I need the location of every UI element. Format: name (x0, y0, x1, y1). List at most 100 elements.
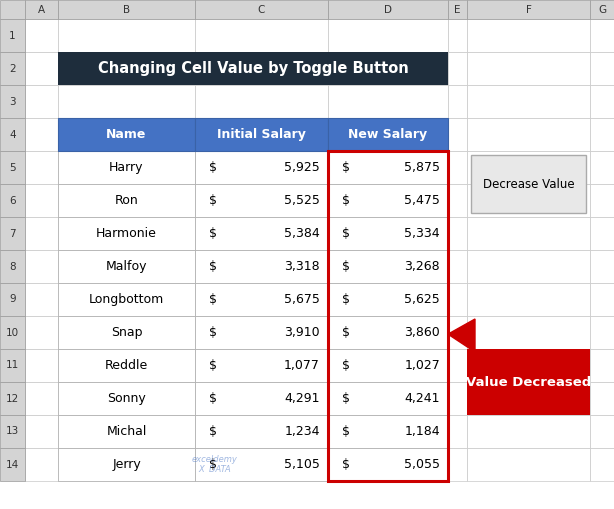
Text: $: $ (342, 458, 350, 471)
Bar (0, 316, 25, 349)
Text: 3,860: 3,860 (404, 326, 440, 339)
Bar (195, 52, 328, 85)
Text: Name: Name (106, 128, 147, 141)
Bar (467, 448, 590, 481)
Bar (0, 217, 25, 250)
Bar (328, 217, 448, 250)
Bar (25, 184, 58, 217)
Bar (471, 155, 586, 213)
Bar (25, 19, 58, 52)
Text: $: $ (342, 326, 350, 339)
Bar (0, 448, 25, 481)
Bar (448, 118, 467, 151)
Bar (58, 52, 448, 85)
Bar (448, 415, 467, 448)
Bar (58, 415, 195, 448)
Bar (467, 349, 590, 415)
Bar (590, 184, 614, 217)
Bar (328, 151, 448, 481)
Text: $: $ (342, 425, 350, 438)
Text: Snap: Snap (111, 326, 142, 339)
Bar (25, 316, 58, 349)
Bar (328, 382, 448, 415)
Bar (467, 283, 590, 316)
Bar (590, 118, 614, 151)
Bar (467, 250, 590, 283)
Bar (0, 118, 25, 151)
Bar (328, 382, 448, 415)
Bar (467, 85, 590, 118)
Bar (58, 184, 195, 217)
Text: 5,384: 5,384 (284, 227, 320, 240)
Bar (25, 85, 58, 118)
Bar (58, 52, 195, 85)
Text: C: C (258, 5, 265, 14)
Text: $: $ (342, 227, 350, 240)
Text: 5,675: 5,675 (284, 293, 320, 306)
Text: $: $ (209, 260, 217, 273)
Text: 5: 5 (9, 162, 16, 173)
Text: exceldemy
X  DATA: exceldemy X DATA (192, 455, 238, 474)
Bar (195, 118, 328, 151)
Bar (195, 448, 328, 481)
Bar (590, 448, 614, 481)
Bar (25, 382, 58, 415)
Bar (58, 118, 195, 151)
Bar (58, 85, 195, 118)
Bar (590, 52, 614, 85)
Text: $: $ (342, 392, 350, 405)
Bar (448, 316, 467, 349)
Bar (58, 250, 195, 283)
Bar (590, 250, 614, 283)
Bar (58, 283, 195, 316)
Bar (328, 448, 448, 481)
Bar (58, 382, 195, 415)
Bar (195, 415, 328, 448)
Text: Changing Cell Value by Toggle Button: Changing Cell Value by Toggle Button (98, 61, 408, 76)
Text: 1,027: 1,027 (404, 359, 440, 372)
Bar (0, 283, 25, 316)
Bar (590, 316, 614, 349)
Bar (195, 382, 328, 415)
Bar (195, 250, 328, 283)
Bar (195, 217, 328, 250)
Bar (0, 382, 25, 415)
Bar (195, 316, 328, 349)
Bar (328, 283, 448, 316)
Bar (58, 151, 195, 184)
Bar (58, 415, 195, 448)
Bar (195, 250, 328, 283)
Text: Harry: Harry (109, 161, 144, 174)
Text: 10: 10 (6, 327, 19, 337)
Bar (328, 151, 448, 184)
Text: 5,875: 5,875 (404, 161, 440, 174)
Text: $: $ (342, 359, 350, 372)
Bar (448, 52, 467, 85)
Bar (328, 448, 448, 481)
Bar (58, 217, 195, 250)
Bar (25, 151, 58, 184)
Bar (58, 118, 195, 151)
Bar (25, 283, 58, 316)
Bar (195, 184, 328, 217)
Bar (58, 217, 195, 250)
Bar (195, 349, 328, 382)
Text: Malfoy: Malfoy (106, 260, 147, 273)
Bar (590, 85, 614, 118)
Text: Longbottom: Longbottom (89, 293, 164, 306)
Bar (58, 283, 195, 316)
Text: 1,234: 1,234 (284, 425, 320, 438)
Bar (25, 448, 58, 481)
Text: $: $ (342, 293, 350, 306)
Text: $: $ (342, 161, 350, 174)
Polygon shape (448, 319, 475, 352)
Bar (590, 415, 614, 448)
Bar (195, 382, 328, 415)
Text: 5,925: 5,925 (284, 161, 320, 174)
Bar (467, 316, 590, 349)
Bar (58, 316, 195, 349)
Text: 3: 3 (9, 97, 16, 106)
Bar (467, 19, 590, 52)
Bar (328, 316, 448, 349)
Bar (195, 0, 328, 19)
